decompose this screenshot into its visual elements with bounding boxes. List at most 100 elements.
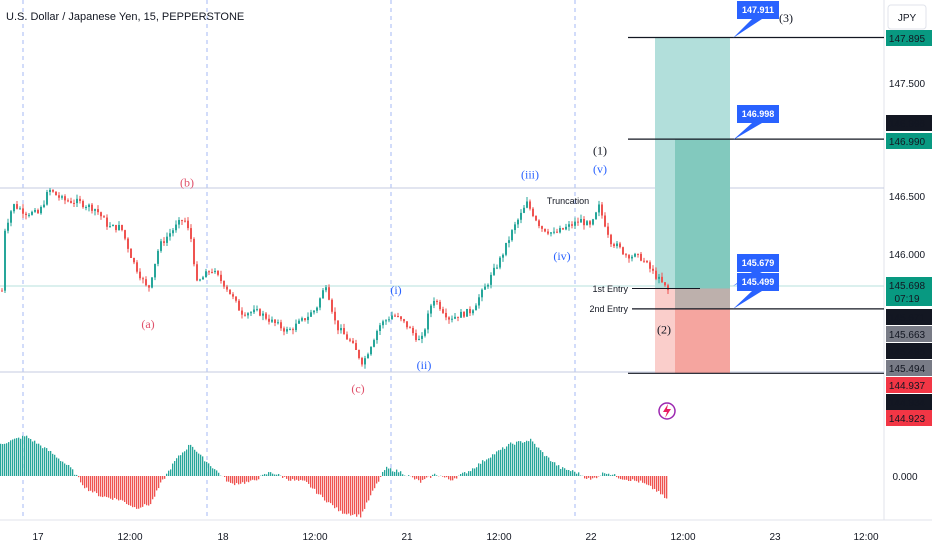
oscillator-bar <box>530 438 532 476</box>
oscillator-bar <box>542 452 544 476</box>
oscillator-bar <box>74 474 76 476</box>
candle-body <box>610 234 612 245</box>
oscillator-bar <box>390 468 392 476</box>
oscillator-bar <box>634 476 636 481</box>
oscillator-bar <box>136 476 138 509</box>
candle-body <box>331 299 333 312</box>
candle-body <box>73 202 75 204</box>
lightning-icon[interactable] <box>658 402 676 420</box>
profit-zone-2 <box>675 139 730 309</box>
candle-body <box>658 276 660 279</box>
oscillator-bar <box>666 476 668 499</box>
candle-body <box>289 329 291 331</box>
oscillator-bar <box>538 447 540 476</box>
oscillator-bar <box>282 476 284 478</box>
candle-body <box>646 260 648 263</box>
oscillator-bar <box>496 451 498 476</box>
oscillator-bar <box>366 476 368 503</box>
oscillator-bar <box>650 476 652 486</box>
candle-body <box>469 308 471 314</box>
candle-body <box>607 226 609 235</box>
candle-body <box>130 248 132 258</box>
oscillator-bar <box>216 470 218 476</box>
oscillator-bar <box>310 476 312 488</box>
oscillator-bar <box>506 446 508 476</box>
oscillator-bar <box>72 469 74 476</box>
oscillator-bar <box>460 473 462 476</box>
oscillator-bar <box>358 476 360 515</box>
oscillator-bar <box>516 441 518 476</box>
candle-body <box>271 319 273 322</box>
oscillator-bar <box>454 476 456 479</box>
candle-body <box>292 329 294 331</box>
wave-label: (iii) <box>521 168 539 182</box>
oscillator-bar <box>642 476 644 483</box>
oscillator-bar <box>124 476 126 502</box>
entry-1-tag-text: 145.679 <box>742 258 775 268</box>
oscillator-bar <box>98 476 100 497</box>
oscillator-bar <box>234 476 236 486</box>
candle-body <box>67 200 69 202</box>
oscillator-bar <box>514 444 516 476</box>
candle-body <box>46 191 48 205</box>
oscillator-bar <box>578 472 580 476</box>
oscillator-bar <box>548 457 550 476</box>
oscillator-bar <box>338 476 340 512</box>
candle-body <box>10 211 12 223</box>
candle-body <box>295 323 297 331</box>
oscillator-bar <box>510 442 512 476</box>
oscillator-bar <box>482 460 484 476</box>
candle-body <box>544 228 546 232</box>
candle-body <box>325 287 327 291</box>
candle-body <box>388 319 390 321</box>
oscillator-bar <box>590 476 592 480</box>
candle-body <box>280 322 282 329</box>
oscillator-bar <box>2 444 4 476</box>
target-1-tag-text: 146.998 <box>742 109 775 119</box>
oscillator-bar <box>660 476 662 495</box>
overlap-zone <box>675 288 730 309</box>
candle-body <box>493 267 495 275</box>
oscillator-bar <box>206 461 208 476</box>
price-scale-label: 07:19 <box>894 294 919 305</box>
oscillator-bar <box>38 443 40 476</box>
oscillator-bar <box>394 471 396 476</box>
candle-body <box>277 322 279 324</box>
candle-body <box>301 318 303 321</box>
candle-body <box>667 285 669 291</box>
oscillator-bar <box>258 476 260 480</box>
oscillator-bar <box>188 444 190 476</box>
currency-button[interactable]: JPY <box>887 4 927 30</box>
oscillator-bar <box>570 471 572 476</box>
oscillator-bar <box>646 476 648 485</box>
candle-body <box>274 319 276 323</box>
oscillator-bar <box>474 468 476 476</box>
oscillator-bar <box>88 476 90 492</box>
candle-body <box>547 231 549 234</box>
oscillator-bar <box>90 476 92 491</box>
candle-body <box>97 209 99 213</box>
oscillator-bar <box>162 476 164 480</box>
time-axis-label: 21 <box>401 532 413 543</box>
oscillator-bar <box>568 470 570 476</box>
wave-label: (1) <box>593 144 607 158</box>
oscillator-bar <box>572 470 574 476</box>
oscillator-bar <box>176 458 178 476</box>
wave-label: (3) <box>779 11 793 25</box>
oscillator-bar <box>620 476 622 480</box>
candle-body <box>31 211 33 215</box>
oscillator-bar <box>114 476 116 498</box>
oscillator-bar <box>16 438 18 476</box>
oscillator-bar <box>28 438 30 476</box>
oscillator-bar <box>180 455 182 476</box>
price-scale-label: 145.698 <box>889 281 926 292</box>
oscillator-bar <box>334 476 336 509</box>
candle-body <box>52 189 54 192</box>
time-axis: 17 12:00 18 12:00 21 12:00 22 12:00 23 12:00 <box>32 532 879 543</box>
oscillator-bar <box>378 476 380 482</box>
candle-body <box>76 198 78 204</box>
oscillator-bar <box>300 476 302 480</box>
wave-label: (c) <box>351 382 364 396</box>
